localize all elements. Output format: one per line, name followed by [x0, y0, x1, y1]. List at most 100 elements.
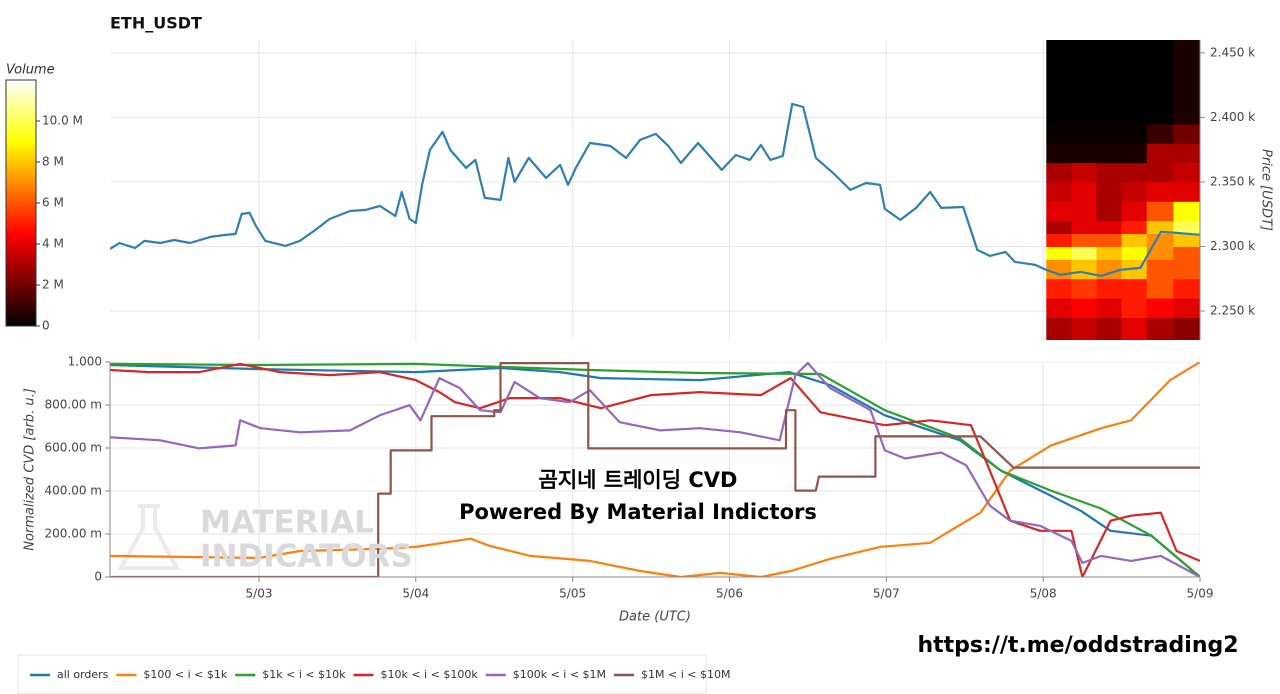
heatmap-cell [1046, 162, 1072, 183]
legend-label: $1k < i < $10k [262, 668, 346, 681]
plot-area [110, 40, 1200, 340]
heatmap-cell [1046, 220, 1072, 235]
heatmap-cell [1121, 143, 1148, 164]
heatmap-cell [1173, 220, 1200, 235]
heatmap-cell [1121, 298, 1148, 318]
heatmap-cell [1071, 40, 1097, 125]
series-line [110, 102, 1200, 277]
legend-label: $100 < i < $1k [143, 668, 227, 681]
y-tick-label: 2.400 k [1210, 110, 1255, 124]
y-tick-label: 2.350 k [1210, 174, 1255, 188]
heatmap-cell [1046, 233, 1072, 247]
heatmap-cell [1146, 220, 1174, 235]
heatmap-cell [1046, 278, 1072, 299]
heatmap-cell [1173, 317, 1200, 340]
heatmap-cell [1071, 246, 1097, 260]
colorbar-tick-label: 2 M [42, 278, 64, 292]
heatmap-cell [1071, 317, 1097, 340]
heatmap-cell [1173, 40, 1200, 125]
x-tick-label: 5/09 [1187, 587, 1214, 601]
heatmap-cell [1146, 123, 1174, 144]
heatmap-cell [1046, 181, 1072, 202]
heatmap-cell [1173, 123, 1200, 144]
heatmap-cell [1046, 317, 1072, 340]
x-tick-label: 5/04 [402, 587, 429, 601]
y-tick-label: 800.00 m [45, 398, 103, 412]
heatmap-cell [1096, 246, 1123, 260]
heatmap-cell [1121, 220, 1148, 235]
heatmap-cell [1121, 123, 1148, 144]
heatmap-cell [1096, 317, 1123, 340]
heatmap-cell [1096, 278, 1123, 299]
heatmap-cell [1146, 162, 1174, 183]
heatmap-cell [1096, 40, 1123, 125]
y-axis-label: Normalized CVD [arb. u.] [23, 388, 38, 551]
x-tick-label: 5/06 [716, 587, 743, 601]
y-axis-label: Price [USDT] [1259, 149, 1274, 231]
heatmap-cell [1046, 40, 1072, 125]
heatmap-cell [1046, 123, 1072, 144]
heatmap-cell [1173, 233, 1200, 247]
heatmap-cell [1146, 233, 1174, 247]
heatmap-cell [1146, 298, 1174, 318]
heatmap-cell [1146, 201, 1174, 222]
heatmap-cell [1146, 181, 1174, 202]
heatmap-cell [1146, 278, 1174, 299]
heatmap-cell [1096, 201, 1123, 222]
heatmap-cell [1096, 123, 1123, 144]
heatmap-cell [1071, 162, 1097, 183]
heatmap-cell [1146, 40, 1174, 125]
annotation: 곰지네 트레이딩 CVD [539, 468, 738, 492]
heatmap-cell [1096, 220, 1123, 235]
legend-label: $100k < i < $1M [513, 668, 606, 681]
watermark: INDICATORS [200, 539, 413, 575]
heatmap-cell [1046, 201, 1072, 222]
series-line [110, 363, 1200, 577]
colorbar-label: Volume [6, 63, 55, 78]
heatmap-cell [1173, 259, 1200, 280]
heatmap-cell [1071, 181, 1097, 202]
series-line [110, 362, 1200, 577]
heatmap-cell [1173, 278, 1200, 299]
plot-area [110, 362, 1200, 577]
heatmap-cell [1096, 162, 1123, 183]
heatmap-cell [1146, 246, 1174, 260]
colorbar [5, 79, 37, 327]
heatmap-cell [1121, 201, 1148, 222]
watermark: MATERIAL [200, 505, 374, 541]
heatmap-cell [1046, 259, 1072, 280]
series-line [110, 362, 1200, 577]
y-tick-label: 2.450 k [1210, 45, 1255, 59]
y-tick-label: 200.00 m [45, 527, 103, 541]
heatmap-cell [1071, 278, 1097, 299]
y-tick-label: 2.300 k [1210, 239, 1255, 253]
heatmap-cell [1121, 40, 1148, 125]
legend-label: $1M < i < $10M [641, 668, 730, 681]
legend-label: all orders [57, 668, 109, 681]
heatmap-cell [1121, 162, 1148, 183]
footer-link[interactable]: https://t.me/oddstrading2 [917, 633, 1238, 658]
colorbar-tick-label: 0 [42, 319, 50, 333]
chart-title: ETH_USDT [110, 14, 202, 33]
heatmap-cell [1071, 233, 1097, 247]
heatmap-cell [1121, 181, 1148, 202]
colorbar-tick-label: 4 M [42, 237, 64, 251]
heatmap-cell [1071, 123, 1097, 144]
annotation: Powered By Material Indictors [459, 500, 817, 524]
heatmap-cell [1173, 143, 1200, 164]
heatmap-cell [1046, 143, 1072, 164]
x-axis-label: Date (UTC) [619, 610, 691, 625]
watermark-icon [117, 504, 181, 570]
x-tick-label: 5/05 [559, 587, 586, 601]
y-tick-label: 400.00 m [45, 484, 103, 498]
x-tick-label: 5/08 [1030, 587, 1057, 601]
heatmap-cell [1173, 298, 1200, 318]
heatmap-cell [1121, 317, 1148, 340]
series-line [110, 362, 1200, 577]
heatmap-cell [1071, 220, 1097, 235]
heatmap-cell [1046, 246, 1072, 260]
heatmap-cell [1173, 201, 1200, 222]
x-tick-label: 5/03 [246, 587, 273, 601]
heatmap-cell [1096, 143, 1123, 164]
heatmap-cell [1173, 181, 1200, 202]
